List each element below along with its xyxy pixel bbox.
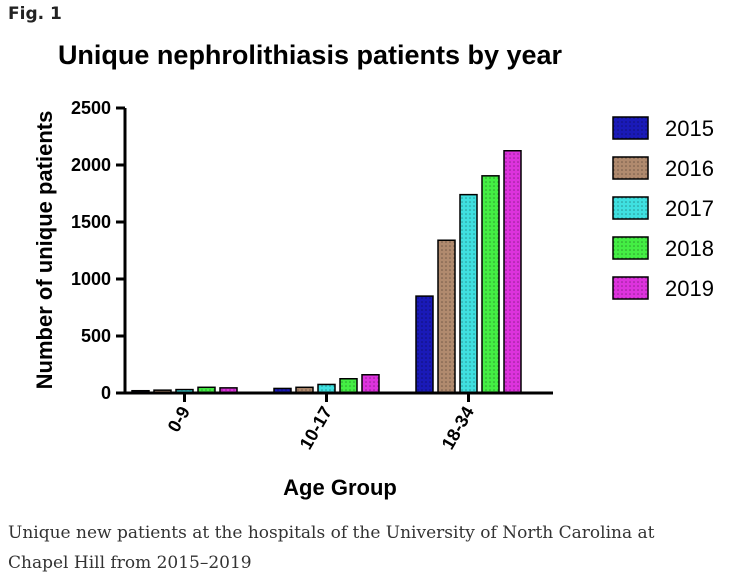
legend-swatch-texture <box>613 277 648 299</box>
bar-2017-18-34 <box>459 193 478 394</box>
bar-texture <box>296 387 313 393</box>
y-tick-label: 1000 <box>71 269 111 289</box>
x-tick-label: 0-9 <box>164 403 194 436</box>
bar-texture <box>220 387 237 393</box>
bar-texture <box>318 384 335 393</box>
figure-caption: Unique new patients at the hospitals of … <box>8 523 655 573</box>
legend-label: 2015 <box>665 116 714 141</box>
y-tick-label: 500 <box>81 326 111 346</box>
legend-swatch-texture <box>613 157 648 179</box>
x-tick-label: 18-34 <box>438 403 478 453</box>
bar-texture <box>438 240 455 393</box>
axes: 0 500 1000 1500 2000 2500 0-9 10-17 18-34 <box>71 98 553 453</box>
bar-texture <box>274 388 291 393</box>
y-tick-label: 1500 <box>71 212 111 232</box>
bar-texture <box>362 374 379 393</box>
legend-label: 2019 <box>665 276 714 301</box>
legend-swatch-texture <box>613 197 648 219</box>
y-axis-title: Number of unique patients <box>32 111 57 390</box>
y-tick-label: 2000 <box>71 155 111 175</box>
legend-label: 2017 <box>665 196 714 221</box>
legend-item-2017: 2017 <box>612 196 714 221</box>
bar-texture <box>198 387 215 393</box>
legend-item-2016: 2016 <box>612 156 714 181</box>
figure-label: Fig. 1 <box>8 4 62 24</box>
x-axis-title: Age Group <box>283 475 397 500</box>
chart-title: Unique nephrolithiasis patients by year <box>58 40 563 70</box>
bar-2019-18-34 <box>503 150 522 394</box>
bar-texture <box>416 296 433 393</box>
legend-swatch-texture <box>613 117 648 139</box>
bars <box>131 150 522 394</box>
legend-label: 2016 <box>665 156 714 181</box>
bar-2019-10-17 <box>361 374 380 394</box>
bar-2018-18-34 <box>481 175 500 394</box>
legend-label: 2018 <box>665 236 714 261</box>
bar-2016-18-34 <box>437 239 456 394</box>
bar-2015-18-34 <box>415 295 434 394</box>
legend-item-2018: 2018 <box>612 236 714 261</box>
bar-chart: Unique nephrolithiasis patients by year … <box>32 40 714 500</box>
legend-item-2019: 2019 <box>612 276 714 301</box>
bar-texture <box>482 175 499 393</box>
legend-item-2015: 2015 <box>612 116 714 141</box>
bar-texture <box>340 378 357 393</box>
y-tick-label: 2500 <box>71 98 111 118</box>
bar-texture <box>176 389 193 393</box>
y-tick-label: 0 <box>101 383 111 403</box>
bar-texture <box>504 150 521 393</box>
legend: 2015 2016 2017 2018 2019 <box>612 116 714 301</box>
x-tick-label: 10-17 <box>296 403 336 453</box>
bar-texture <box>460 194 477 393</box>
bar-2018-10-17 <box>339 378 358 394</box>
legend-swatch-texture <box>613 237 648 259</box>
